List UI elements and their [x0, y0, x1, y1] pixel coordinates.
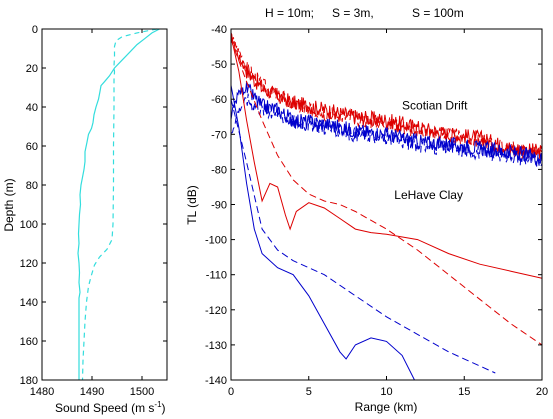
tl-line-lehave-s3-solid [230, 85, 415, 381]
sp-xtick-label: 1490 [80, 386, 104, 398]
sound-speed-frame [41, 28, 168, 381]
sound-speed-solid-line [77, 28, 160, 380]
sound-speed-ylabel: Depth (m) [2, 178, 16, 231]
tl-ylabel: TL (dB) [185, 185, 199, 225]
tl-ytick-label: -90 [211, 200, 227, 212]
header-s3-text: S = 3m, [332, 6, 374, 20]
tl-xtick-label: 5 [306, 386, 312, 398]
sound-speed-xlabel: Sound Speed (m s-1) [55, 400, 166, 415]
sp-xtick-label: 1500 [130, 386, 154, 398]
tl-ytick-label: -50 [211, 59, 227, 71]
sp-ytick-label: 180 [20, 375, 38, 387]
tl-xtick-label: 20 [536, 386, 548, 398]
tl-ytick-label: -80 [211, 164, 227, 176]
tl-line-scotian-s3-solid [230, 81, 543, 166]
sp-ytick-label: 40 [26, 102, 38, 114]
tl-ytick-label: -140 [205, 375, 227, 387]
sp-ytick-label: 160 [20, 336, 38, 348]
transmission-loss-curves [230, 32, 543, 381]
sp-ytick-label: 60 [26, 141, 38, 153]
tl-ytick-label: -100 [205, 235, 227, 247]
sp-ytick-label: 80 [26, 180, 38, 192]
sound-speed-curves [77, 28, 160, 381]
annotation-lehave-clay: LeHave Clay [394, 188, 463, 202]
sound-speed-dashed-line [81, 28, 158, 381]
tl-line-lehave-s3-dashed [230, 99, 496, 374]
header-h-text: H = 10m; [265, 6, 314, 20]
header-s100-text: S = 100m [412, 6, 464, 20]
tl-xtick-label: 15 [458, 386, 470, 398]
tl-ytick-label: -70 [211, 129, 227, 141]
tl-line-scotian-s100-solid [230, 32, 543, 159]
tl-line-lehave-s100-dashed [230, 39, 543, 346]
sp-ytick-label: 140 [20, 297, 38, 309]
tl-xtick-label: 10 [380, 386, 392, 398]
tl-ytick-label: -120 [205, 305, 227, 317]
tl-xlabel: Range (km) [355, 400, 418, 414]
tl-line-scotian-s3-dashed [230, 93, 543, 168]
sp-ytick-label: 20 [26, 63, 38, 75]
tl-ytick-label: -40 [211, 24, 227, 36]
sp-xtick-label: 1480 [30, 386, 54, 398]
sp-ytick-label: 0 [32, 24, 38, 36]
sp-ytick-label: 120 [20, 258, 38, 270]
tl-xtick-label: 0 [228, 386, 234, 398]
sp-ytick-label: 100 [20, 219, 38, 231]
tl-line-lehave-s100-solid [230, 35, 543, 279]
tl-ytick-label: -130 [205, 340, 227, 352]
transmission-loss-frame [230, 28, 543, 381]
annotation-scotian-drift: Scotian Drift [402, 99, 468, 113]
tl-ytick-label: -110 [206, 270, 227, 282]
tl-ytick-label: -60 [211, 94, 227, 106]
